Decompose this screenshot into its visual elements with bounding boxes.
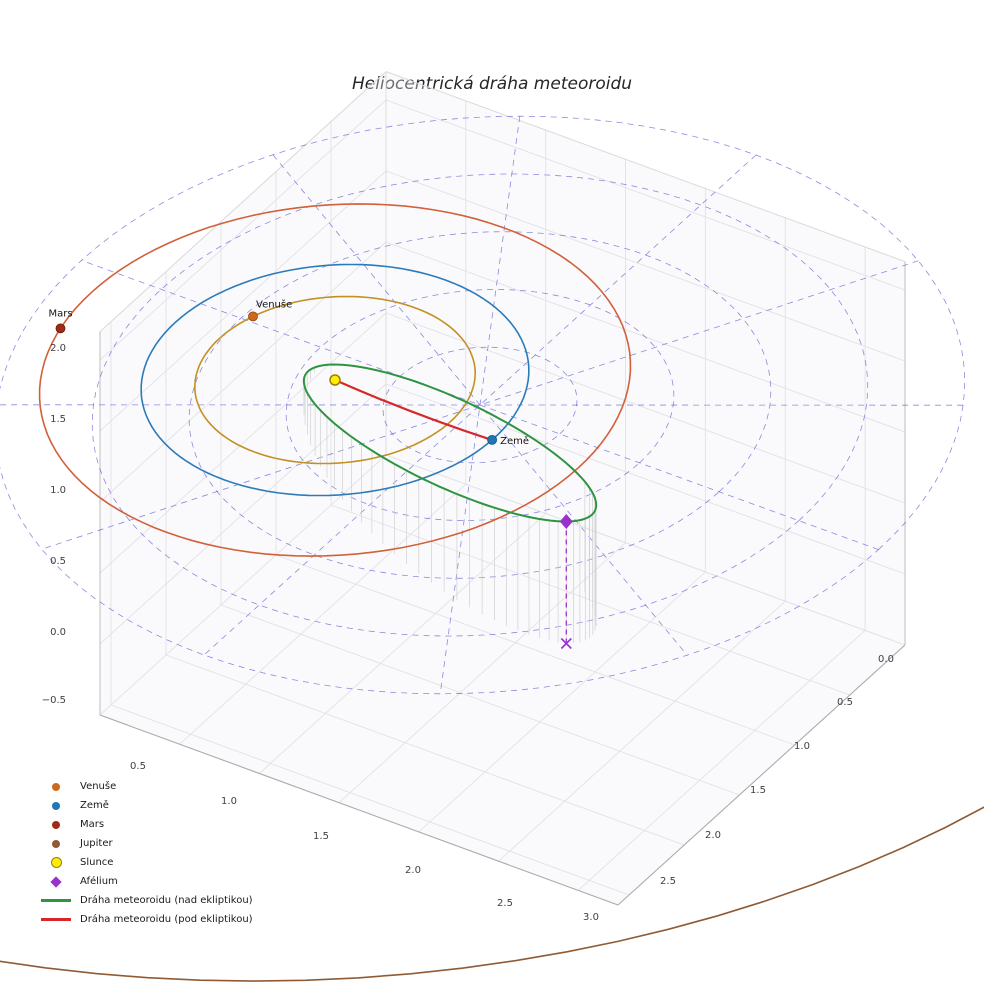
z-tick-label: −0.5 [42,695,66,706]
meteoroid-trajectory [302,363,598,523]
z-tick-label: 1.0 [50,485,66,496]
legend-label: Dráha meteoroidu (pod ekliptikou) [80,914,253,925]
aphelion-marker [559,513,573,529]
orbit-venuše [193,295,477,465]
legend-item-5: Afélium [34,872,253,891]
legend-item-6: Dráha meteoroidu (nad ekliptikou) [34,891,253,910]
legend-label: Jupiter [80,838,113,849]
legend-marker-diamond [34,875,78,888]
polar-grid-circle [188,231,772,579]
legend-item-7: Dráha meteoroidu (pod ekliptikou) [34,910,253,929]
body-label-země: Země [500,435,529,447]
legend-marker-line [34,918,78,921]
z-tick-label: 0.5 [50,556,66,567]
legend-label: Slunce [80,857,114,868]
ecliptic-polar-grid [0,115,966,695]
orbit-země [140,263,530,497]
marker-venuše [248,311,258,322]
legend-item-4: Slunce [34,853,253,872]
z-tick-label: 1.5 [50,414,66,425]
chart-title: Heliocentrická dráha meteoroidu [351,74,633,94]
x-tick-label: 1.0 [221,796,237,807]
axes-edges [99,71,906,906]
polar-grid-circle [91,173,869,637]
meteoroid-stems [303,367,597,643]
legend-label: Afélium [80,876,118,887]
marker-země [487,434,498,445]
legend-marker-dot [34,820,78,829]
body-label-mars: Mars [48,308,72,319]
pane-gridlines [99,71,906,896]
legend-item-1: Země [34,796,253,815]
legend-item-2: Mars [34,815,253,834]
legend-marker-line [34,899,78,902]
meteoroid-path-above [302,363,598,523]
legend-label: Dráha meteoroidu (nad ekliptikou) [80,895,253,906]
x-tick-label: 1.5 [313,831,329,842]
x-tick-label: 3.0 [583,912,599,923]
x-tick-label: 2.0 [405,865,421,876]
body-label-venuše: Venuše [256,298,292,310]
legend-item-0: Venuše [34,777,253,796]
body-markers: Venuše Země Mars [48,298,529,447]
x-tick-label: 0.5 [130,761,146,772]
y-tick-label: 0.5 [837,697,853,708]
axes-panes [100,71,905,905]
y-tick-label: 1.5 [750,785,766,796]
legend-marker-dot [34,801,78,810]
legend-marker-circle [34,857,78,868]
y-tick-label: 0.0 [878,654,894,665]
orbit-mars [38,203,632,557]
legend: Venuše Země Mars Jupiter Slunce Afélium Dráha … [34,777,253,929]
meteoroid-path-below [334,378,493,442]
y-tick-label: 1.0 [794,741,810,752]
marker-slunce [329,374,341,386]
axis-tick-labels: 0.5 1.0 1.5 2.0 2.5 3.0 0.0 0.5 1.0 1.5 2.0 2.5 2.0 1… [42,343,894,923]
legend-label: Země [80,800,109,811]
y-tick-label: 2.5 [660,876,676,887]
x-tick-label: 2.5 [497,898,513,909]
y-tick-label: 2.0 [705,830,721,841]
z-tick-label: 0.0 [50,627,66,638]
polar-grid-spoke [203,154,757,656]
aphelion-group [559,513,573,650]
legend-label: Venuše [80,781,117,792]
z-tick-label: 2.0 [50,343,66,354]
marker-mars [55,323,66,334]
legend-label: Mars [80,819,105,830]
polar-grid-spoke [272,154,688,656]
legend-marker-dot [34,782,78,791]
legend-item-3: Jupiter [34,834,253,853]
legend-marker-dot [34,839,78,848]
aphelion-ground-x [560,637,572,650]
